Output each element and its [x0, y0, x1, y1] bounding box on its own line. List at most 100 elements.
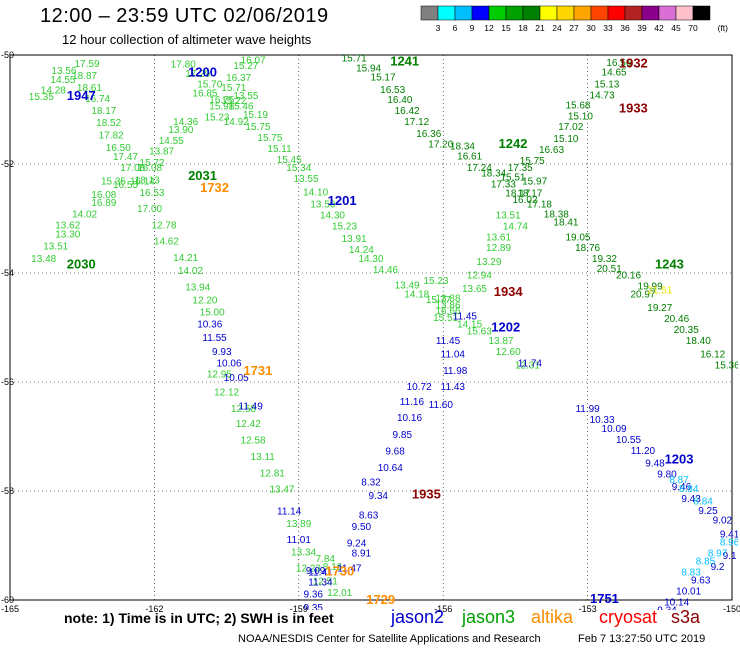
scale-tick-label: 45: [671, 23, 681, 33]
swh-value-label: 11.64: [347, 611, 372, 622]
swh-value-label: 13.88: [435, 293, 460, 304]
swh-value-label: 15.71: [221, 83, 246, 94]
swh-value-label: 13.34: [291, 547, 316, 558]
scale-tick-label: 3: [436, 23, 441, 33]
swh-value-label: 15.27: [233, 61, 258, 72]
swh-value-label: 10.33: [590, 415, 615, 426]
swh-value-label: 14.62: [154, 237, 179, 248]
pass-time-label: 1243: [655, 256, 684, 271]
swh-value-label: 12.89: [486, 243, 511, 254]
swh-value-label: 15.23: [423, 276, 448, 287]
swh-value-label: 12.60: [496, 347, 521, 358]
swh-value-label: 14.65: [602, 68, 627, 79]
y-tick-label: -52: [1, 159, 14, 169]
swh-value-label: 8.83: [575, 622, 595, 633]
swh-value-label: 14.02: [178, 266, 203, 277]
swh-value-label: 18.34: [450, 141, 475, 152]
swh-value-label: 15.22: [221, 96, 246, 107]
swh-value-label: 13.55: [233, 91, 258, 102]
swh-value-label: 12.20: [192, 296, 217, 307]
swh-value-label: 15.97: [522, 177, 547, 188]
swh-value-label: 8.84: [693, 497, 713, 508]
swh-value-label: 15.68: [565, 100, 590, 111]
swh-value-label: 13.65: [462, 284, 487, 295]
swh-value-label: 14.36: [173, 117, 198, 128]
swh-value-label: 9.09: [306, 566, 326, 577]
swh-value-label: 11.20: [631, 446, 656, 457]
swh-value-label: 8.91: [352, 548, 372, 559]
swh-value-label: 18.52: [96, 118, 121, 129]
swh-value-label: 19.32: [592, 254, 617, 265]
swh-value-label: 13.11: [251, 452, 276, 463]
swh-value-label: 15.98: [209, 102, 234, 113]
swh-value-label: 11.34: [308, 577, 333, 588]
swh-value-label: 10.36: [197, 320, 222, 331]
pass-time-label: 1241: [390, 54, 419, 69]
swh-value-label: 13.47: [269, 485, 294, 496]
swh-value-label: 16.50: [106, 143, 131, 154]
swh-value-label: 16.85: [192, 88, 217, 99]
swh-value-label: 14.74: [503, 221, 528, 232]
swh-value-label: 13.94: [185, 282, 210, 293]
swh-value-label: 15.13: [594, 80, 619, 91]
swh-value-label: 10.64: [378, 463, 403, 474]
swh-value-label: 9.68: [385, 446, 405, 457]
swh-value-label: 15.70: [197, 80, 222, 91]
x-tick-label: -156: [434, 604, 452, 614]
swh-value-label: 17.20: [428, 140, 453, 151]
swh-value-label: 11.16: [400, 397, 425, 408]
pass-time-label: 1729: [366, 592, 395, 607]
swh-value-label: 19.05: [565, 232, 590, 243]
swh-value-label: 10.55: [616, 435, 641, 446]
swh-value-label: 13.49: [395, 280, 420, 291]
swh-value-label: 16.56: [606, 58, 631, 69]
swh-value-label: 17.00: [137, 204, 162, 215]
x-tick-label: -165: [1, 604, 19, 614]
mission-altika: altika: [531, 607, 574, 627]
swh-value-label: 9.1: [723, 551, 737, 562]
swh-value-label: 10.16: [397, 413, 422, 424]
swh-value-label: 9.24: [347, 539, 367, 550]
mission-s3a: s3a: [671, 607, 701, 627]
swh-value-label: 11.45: [436, 336, 461, 347]
swh-value-label: 16.75: [209, 95, 234, 106]
swh-value-label: 7.84: [316, 554, 336, 565]
swh-value-label: 15.45: [277, 155, 302, 166]
swh-value-label: 12.23: [296, 564, 321, 575]
swh-value-label: 16.55: [113, 180, 138, 191]
swh-value-label: 15.94: [356, 63, 381, 74]
swh-value-label: 16.12: [700, 349, 725, 360]
swh-value-label: 16.66: [435, 306, 460, 317]
mission-jason3: jason3: [462, 607, 516, 627]
swh-value-label: 12.58: [241, 436, 266, 447]
swh-value-label: 16.53: [380, 85, 405, 96]
swh-value-label: 20.51: [597, 264, 622, 275]
swh-value-label: 15.51: [500, 172, 525, 183]
swh-value-label: 13.30: [55, 230, 80, 241]
swh-value-label: 9.48: [645, 458, 665, 469]
y-tick-label: -58: [1, 486, 14, 496]
chart-title: 12:00 – 23:59 UTC 02/06/2019: [40, 5, 329, 27]
scale-tick-label: 39: [637, 23, 647, 33]
swh-value-label: 9.2: [711, 562, 725, 573]
scale-tick-label: 30: [586, 23, 596, 33]
swh-value-label: 20.46: [664, 314, 689, 325]
swh-value-label: 10.09: [602, 424, 627, 435]
pass-time-label: 1200: [188, 64, 217, 79]
swh-value-label: 14.15: [457, 320, 482, 331]
mission-cryosat: cryosat: [599, 607, 658, 627]
swh-value-label: 8.87: [669, 475, 689, 486]
swh-value-label: 18.41: [553, 218, 578, 229]
pass-time-label: 1732: [200, 180, 229, 195]
chart-subtitle: 12 hour collection of altimeter wave hei…: [62, 32, 312, 47]
scale-tick-label: 27: [569, 23, 579, 33]
swh-value-label: 14.02: [72, 209, 97, 220]
swh-value-label: 13.56: [51, 66, 76, 77]
scale-tick-label: 12: [484, 23, 494, 33]
swh-value-label: 17.02: [558, 122, 583, 133]
swh-value-label: 15.77: [426, 295, 451, 306]
swh-value-label: 17.12: [404, 117, 429, 128]
plot-frame: [9, 54, 733, 601]
swh-value-label: 15.46: [229, 102, 254, 113]
swh-value-label: 11.49: [239, 401, 264, 412]
